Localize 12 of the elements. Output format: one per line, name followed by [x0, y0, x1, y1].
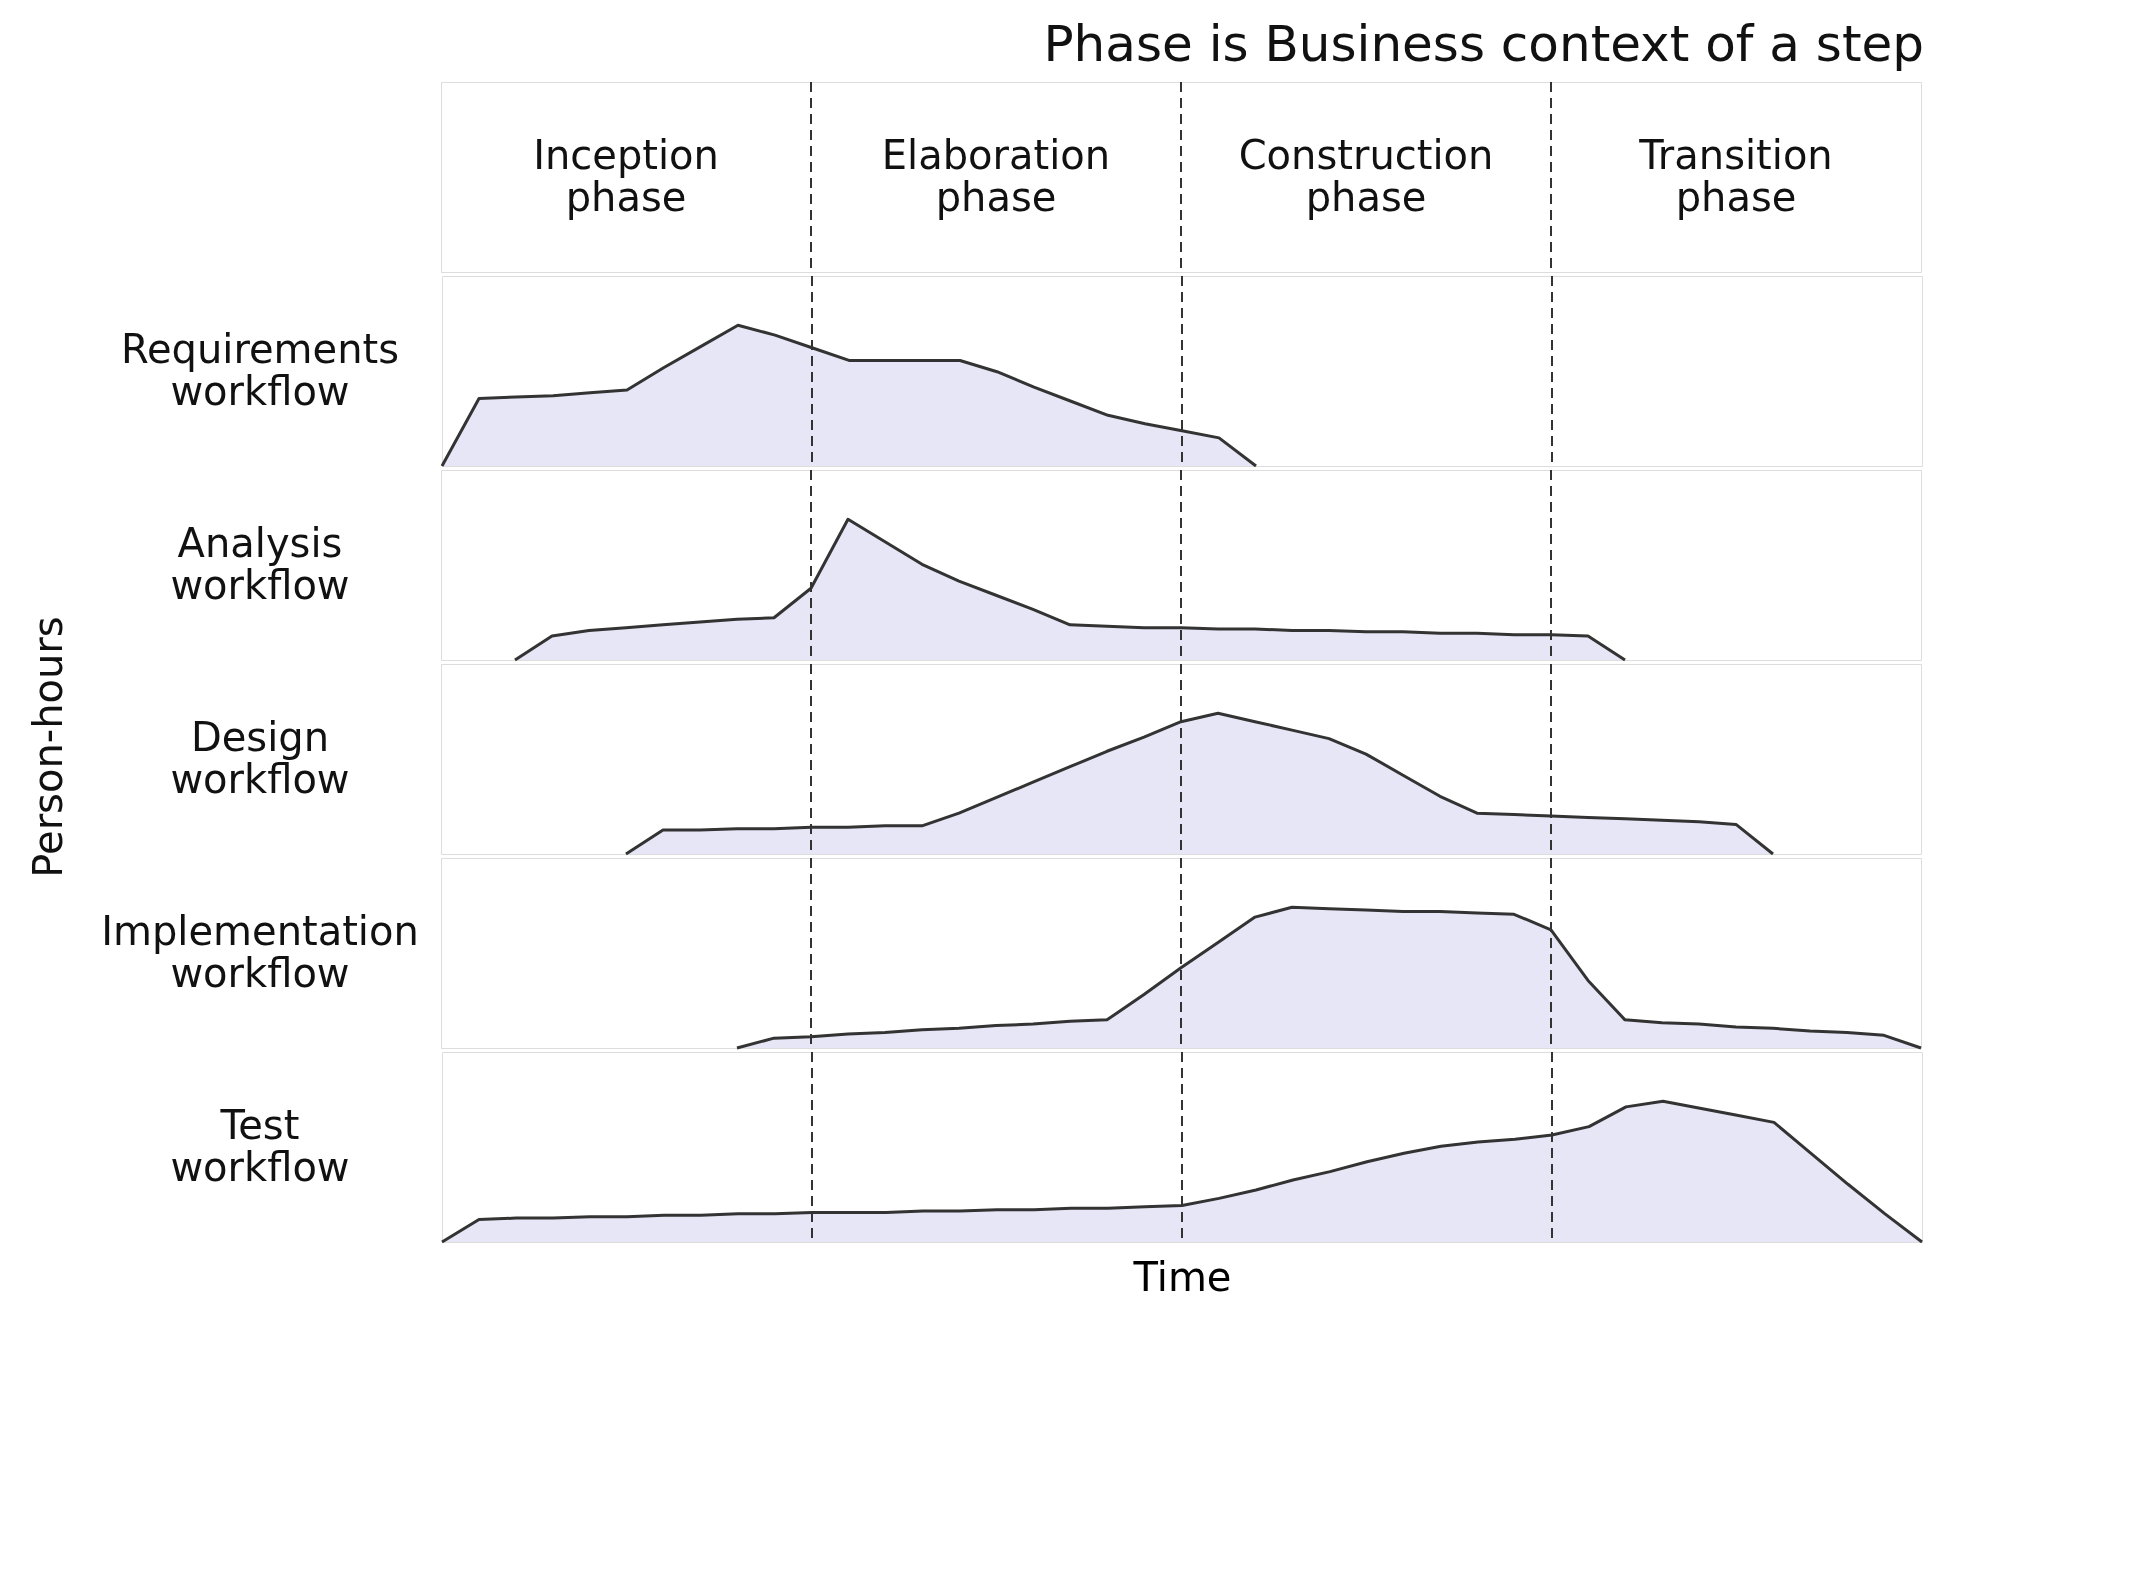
x-axis-title: Time	[1132, 1253, 1232, 1300]
y-axis-title: Requirements workflow	[120, 326, 400, 414]
y-axis-title: Implementation workflow	[101, 908, 419, 996]
text: Person-hours	[25, 616, 71, 878]
y-axis-title: Analysis workflow	[170, 520, 350, 608]
text: Elaboration phase	[881, 132, 1111, 220]
y-axis-title: Design workflow	[170, 714, 350, 802]
text: Inception phase	[533, 132, 719, 220]
text: Transition phase	[1638, 132, 1833, 220]
y-axis-title: Test workflow	[170, 1102, 350, 1190]
text: Construction phase	[1238, 132, 1494, 220]
text: Phase is Business context of a step	[1043, 14, 1924, 73]
